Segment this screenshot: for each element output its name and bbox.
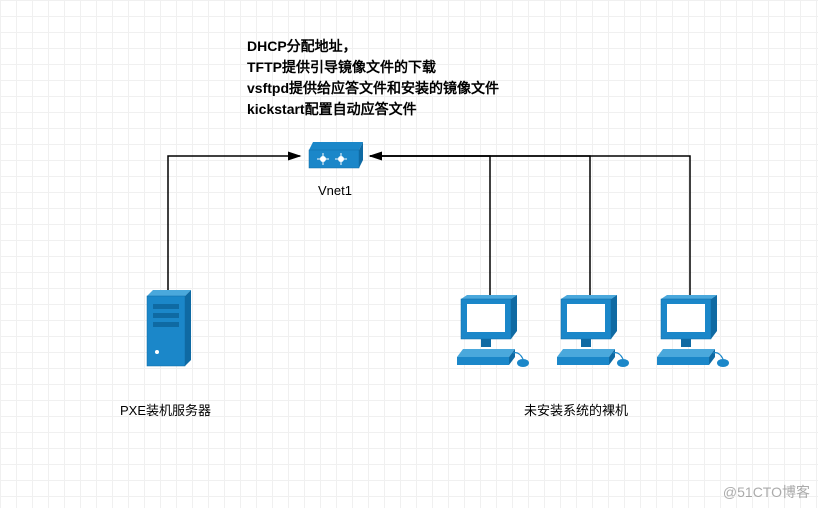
server-node — [145, 290, 193, 375]
client-pc-2 — [555, 295, 633, 378]
server-icon — [145, 290, 193, 370]
description-text: DHCP分配地址，TFTP提供引导镜像文件的下载vsftpd提供给应答文件和安装… — [247, 36, 499, 120]
edge — [370, 156, 490, 295]
switch-label: Vnet1 — [318, 183, 352, 198]
pc-icon — [555, 295, 633, 373]
switch-icon — [305, 142, 363, 174]
edge — [168, 156, 300, 290]
description-line: DHCP分配地址， — [247, 36, 499, 57]
pc-icon — [655, 295, 733, 373]
description-line: vsftpd提供给应答文件和安装的镜像文件 — [247, 78, 499, 99]
watermark-text: @51CTO博客 — [723, 482, 810, 502]
edge — [370, 156, 590, 295]
clients-label: 未安装系统的裸机 — [524, 400, 628, 419]
edge — [370, 156, 690, 295]
switch-node — [305, 142, 363, 179]
pc-icon — [455, 295, 533, 373]
description-line: kickstart配置自动应答文件 — [247, 99, 499, 120]
client-pc-1 — [455, 295, 533, 378]
client-pc-3 — [655, 295, 733, 378]
description-line: TFTP提供引导镜像文件的下载 — [247, 57, 499, 78]
server-label: PXE装机服务器 — [120, 400, 211, 419]
